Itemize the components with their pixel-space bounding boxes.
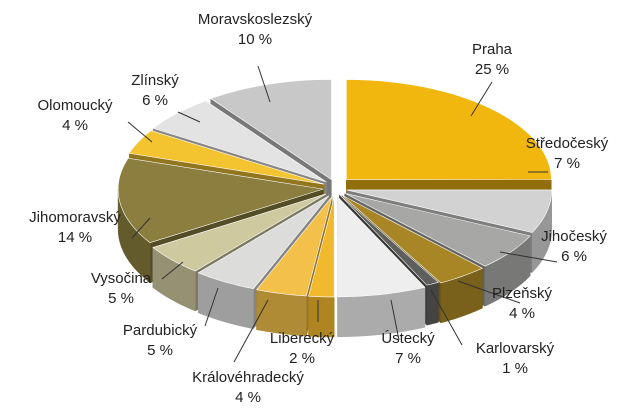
slice-label: Královéhradecký (192, 369, 304, 386)
slice-rim (256, 289, 307, 337)
leader-line (127, 121, 153, 143)
slice-label: Pardubický (123, 322, 198, 339)
slice-label: Olomoucký (37, 97, 113, 114)
leader-line (457, 280, 521, 304)
slice-vysočina (152, 193, 327, 272)
slice-value-label: 10 % (238, 31, 272, 48)
slice-olomoucký (128, 130, 325, 185)
slice-value-label: 5 % (108, 290, 134, 307)
slice-value-label: 2 % (289, 350, 315, 367)
slice-jihomoravský (117, 157, 324, 244)
slice-labels: Praha 25 % Středočeský 7 % Jihočeský 6 % Plzeň… (29, 11, 609, 406)
slice-label: Zlínský (131, 72, 179, 89)
slice-label: Plzeňský (492, 285, 553, 302)
leader-lines (127, 65, 558, 363)
slice-value-label: 7 % (395, 350, 421, 367)
slice-value-label: 1 % (502, 360, 528, 377)
slice-value-label: 4 % (235, 389, 261, 406)
pie-tops (117, 79, 553, 298)
leader-line (204, 287, 219, 327)
slice-zlínský (152, 100, 327, 183)
slice-value-label: 6 % (142, 92, 168, 109)
slice-label: Jihočeský (541, 228, 607, 245)
slice-label: Jihomoravský (29, 209, 121, 226)
leader-line (470, 81, 493, 117)
slice-středočeský (346, 189, 553, 233)
slice-value-label: 4 % (62, 117, 88, 134)
slice-label: Karlovarský (476, 340, 555, 357)
leader-line (257, 65, 271, 103)
slice-praha (346, 79, 552, 180)
slice-value-label: 14 % (58, 229, 92, 246)
slice-label: Liberecký (270, 330, 335, 347)
leader-line (390, 299, 400, 341)
slice-moravskoslezský (210, 79, 332, 181)
slice-value-label: 5 % (147, 342, 173, 359)
slice-ústecký (337, 196, 426, 298)
leader-line (131, 217, 151, 239)
slice-label: Moravskoslezský (198, 11, 313, 28)
slice-pardubický (197, 195, 330, 290)
slice-label: Vysočina (91, 270, 152, 287)
slice-jihočeský (344, 192, 531, 267)
leader-line (430, 289, 463, 346)
slice-value-label: 25 % (475, 61, 509, 78)
leader-line (177, 111, 201, 123)
leader-line (161, 261, 184, 280)
slice-value-label: 6 % (561, 248, 587, 265)
slice-label: Ústecký (381, 330, 435, 347)
leader-line (499, 251, 558, 263)
slice-královéhradecký (255, 196, 333, 297)
slice-plzeňský (341, 195, 484, 284)
slice-value-label: 7 % (554, 155, 580, 172)
slice-value-label: 4 % (509, 305, 535, 322)
slice-rim (426, 281, 439, 326)
leader-line (233, 299, 269, 363)
slice-karlovarský (339, 194, 439, 286)
slice-label: Praha (472, 41, 513, 58)
slice-liberecký (308, 196, 335, 298)
slice-label: Středočeský (526, 135, 609, 152)
